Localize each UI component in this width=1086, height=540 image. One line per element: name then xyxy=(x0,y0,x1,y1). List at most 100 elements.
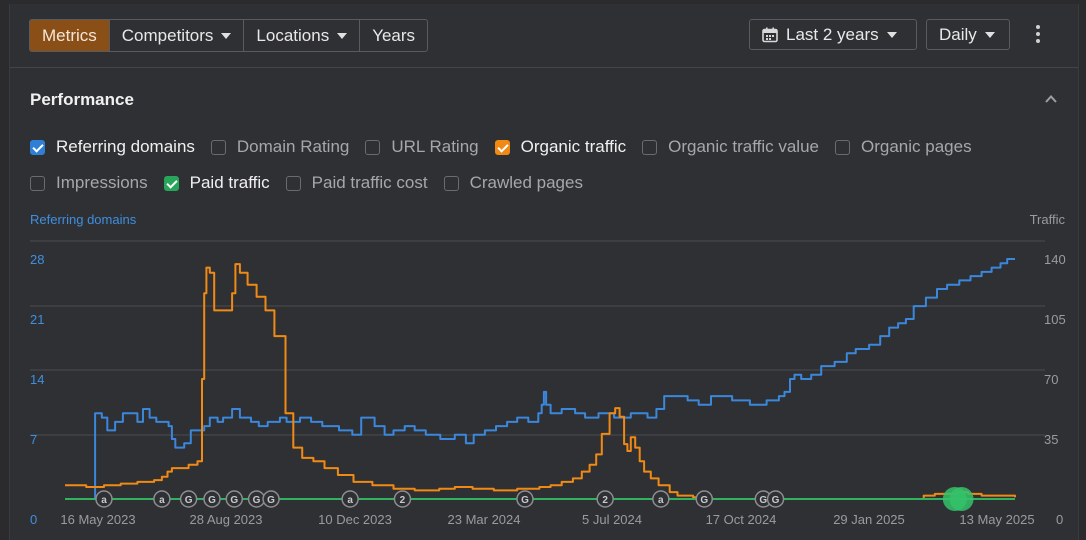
metric-referring-domains[interactable]: Referring domains xyxy=(30,137,195,157)
annotation-badge xyxy=(516,490,534,508)
metric-organic-traffic-value[interactable]: Organic traffic value xyxy=(642,137,819,157)
metric-crawled-pages[interactable]: Crawled pages xyxy=(443,173,583,193)
right-tick-label: 105 xyxy=(1044,312,1066,327)
granularity-label: Daily xyxy=(939,24,977,44)
right-axis-title: Traffic xyxy=(1029,212,1065,227)
annotation-badge xyxy=(341,490,359,508)
x-tick-label: 17 Oct 2024 xyxy=(706,512,777,527)
x-tick-label: 13 May 2025 xyxy=(959,512,1034,527)
x-tick-label: 16 May 2023 xyxy=(60,512,135,527)
metric-domain-rating[interactable]: Domain Rating xyxy=(210,137,350,157)
annotation-label: a xyxy=(159,495,165,506)
granularity-dropdown[interactable]: Daily xyxy=(926,19,1010,50)
x-tick-label: 5 Jul 2024 xyxy=(582,512,642,527)
date-range-dropdown[interactable]: Last 2 years xyxy=(749,19,917,50)
competitors-dropdown[interactable]: Competitors xyxy=(110,20,245,51)
metric-label: Organic traffic xyxy=(520,137,627,156)
locations-dropdown[interactable]: Locations xyxy=(244,20,361,51)
competitors-label: Competitors xyxy=(121,26,214,45)
annotation-label: a xyxy=(347,495,353,506)
calendar-icon xyxy=(762,27,778,42)
metric-paid-traffic-cost[interactable]: Paid traffic cost xyxy=(285,173,428,193)
chevron-down-icon xyxy=(984,31,995,38)
annotation-badge xyxy=(203,490,221,508)
right-tick-label: 70 xyxy=(1044,372,1058,387)
checkbox[interactable] xyxy=(285,175,301,191)
kebab-icon[interactable] xyxy=(1035,25,1041,45)
checkbox[interactable] xyxy=(835,139,850,155)
metric-row: Impressions Paid traffic Paid traffic co… xyxy=(30,170,988,196)
annotation-label: G xyxy=(700,495,708,506)
right-tick-label: 35 xyxy=(1044,432,1058,447)
checkbox-checked[interactable] xyxy=(30,139,45,155)
checkbox-checked[interactable] xyxy=(494,139,510,155)
annotation-label: a xyxy=(101,495,107,506)
years-label: Years xyxy=(372,26,416,45)
x-tick-label: 29 Jan 2025 xyxy=(833,512,905,527)
annotation-badge xyxy=(695,490,714,508)
left-tick-label: 0 xyxy=(30,512,37,527)
performance-chart[interactable]: 0 7 14 21 28 0 35 70 105 140 16 May 2023 28 Aug 202… xyxy=(10,4,1078,540)
x-tick-label: 10 Dec 2023 xyxy=(318,512,392,527)
annotation-label: 2 xyxy=(602,495,608,506)
metric-impressions[interactable]: Impressions xyxy=(30,173,148,193)
metric-label: URL Rating xyxy=(391,137,479,156)
chevron-up-icon[interactable] xyxy=(1045,93,1057,105)
series-line-organic-traffic xyxy=(65,263,1016,500)
annotation-label: G xyxy=(521,495,529,506)
left-tick-label: 14 xyxy=(30,372,44,387)
chevron-down-icon xyxy=(337,32,348,39)
metric-label: Organic traffic value xyxy=(668,137,819,156)
annotation-badge xyxy=(652,490,670,508)
metric-label: Paid traffic xyxy=(189,173,270,192)
annotation-badge xyxy=(262,490,280,508)
metric-toggles: Referring domains Domain Rating URL Rati… xyxy=(30,134,988,206)
metric-label: Referring domains xyxy=(56,137,195,156)
metric-organic-traffic[interactable]: Organic traffic xyxy=(494,137,627,157)
checkbox[interactable] xyxy=(443,175,459,191)
metric-label: Paid traffic cost xyxy=(311,173,428,192)
years-tab[interactable]: Years xyxy=(360,20,427,51)
annotation-label: a xyxy=(658,495,664,506)
metric-paid-traffic[interactable]: Paid traffic xyxy=(163,173,270,193)
left-tick-label: 28 xyxy=(30,252,44,267)
metric-label: Impressions xyxy=(56,173,148,192)
paid-traffic-marker xyxy=(949,487,974,511)
annotation-label: G xyxy=(772,495,780,506)
series-line-referring-domains xyxy=(65,258,1015,500)
right-tick-label: 140 xyxy=(1044,252,1066,267)
annotation-badge xyxy=(766,490,785,508)
left-axis-title: Referring domains xyxy=(30,212,137,227)
metric-label: Crawled pages xyxy=(469,173,583,192)
annotation-label: G xyxy=(759,495,767,506)
annotation-label: G xyxy=(253,495,261,506)
annotation-badge xyxy=(95,490,113,508)
annotation-label: G xyxy=(208,495,216,506)
metric-label: Domain Rating xyxy=(236,137,350,156)
annotation-badge xyxy=(153,490,171,508)
checkbox[interactable] xyxy=(642,139,658,155)
left-tick-label: 21 xyxy=(30,312,44,327)
left-tick-label: 7 xyxy=(30,432,37,447)
annotation-label: 2 xyxy=(400,495,406,506)
checkbox[interactable] xyxy=(210,139,226,155)
checkbox[interactable] xyxy=(30,175,45,191)
chevron-down-icon xyxy=(886,31,897,38)
chevron-down-icon xyxy=(221,32,232,39)
panel-title: Performance xyxy=(30,90,134,109)
date-range-label: Last 2 years xyxy=(786,24,879,44)
annotation-badge xyxy=(179,490,198,508)
annotation-badge xyxy=(225,490,244,508)
checkbox-checked[interactable] xyxy=(163,175,179,191)
metric-label: Organic pages xyxy=(861,137,972,156)
right-tick-label: 0 xyxy=(1056,512,1063,527)
metric-url-rating[interactable]: URL Rating xyxy=(365,137,479,157)
x-tick-label: 28 Aug 2023 xyxy=(189,512,262,527)
metric-row: Referring domains Domain Rating URL Rati… xyxy=(30,134,988,160)
metrics-tab[interactable]: Metrics xyxy=(30,20,110,51)
metric-organic-pages[interactable]: Organic pages xyxy=(835,137,972,157)
annotation-label: G xyxy=(230,495,238,506)
toolbar: Metrics Competitors Locations Years xyxy=(10,4,1078,68)
annotation-badge xyxy=(596,490,614,508)
checkbox[interactable] xyxy=(365,139,381,155)
